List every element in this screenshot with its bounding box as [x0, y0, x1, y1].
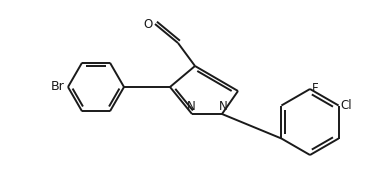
Text: Cl: Cl — [340, 99, 352, 112]
Text: N: N — [218, 100, 227, 113]
Text: N: N — [186, 100, 195, 113]
Text: Br: Br — [51, 81, 65, 93]
Text: O: O — [144, 17, 153, 31]
Text: F: F — [312, 82, 318, 95]
